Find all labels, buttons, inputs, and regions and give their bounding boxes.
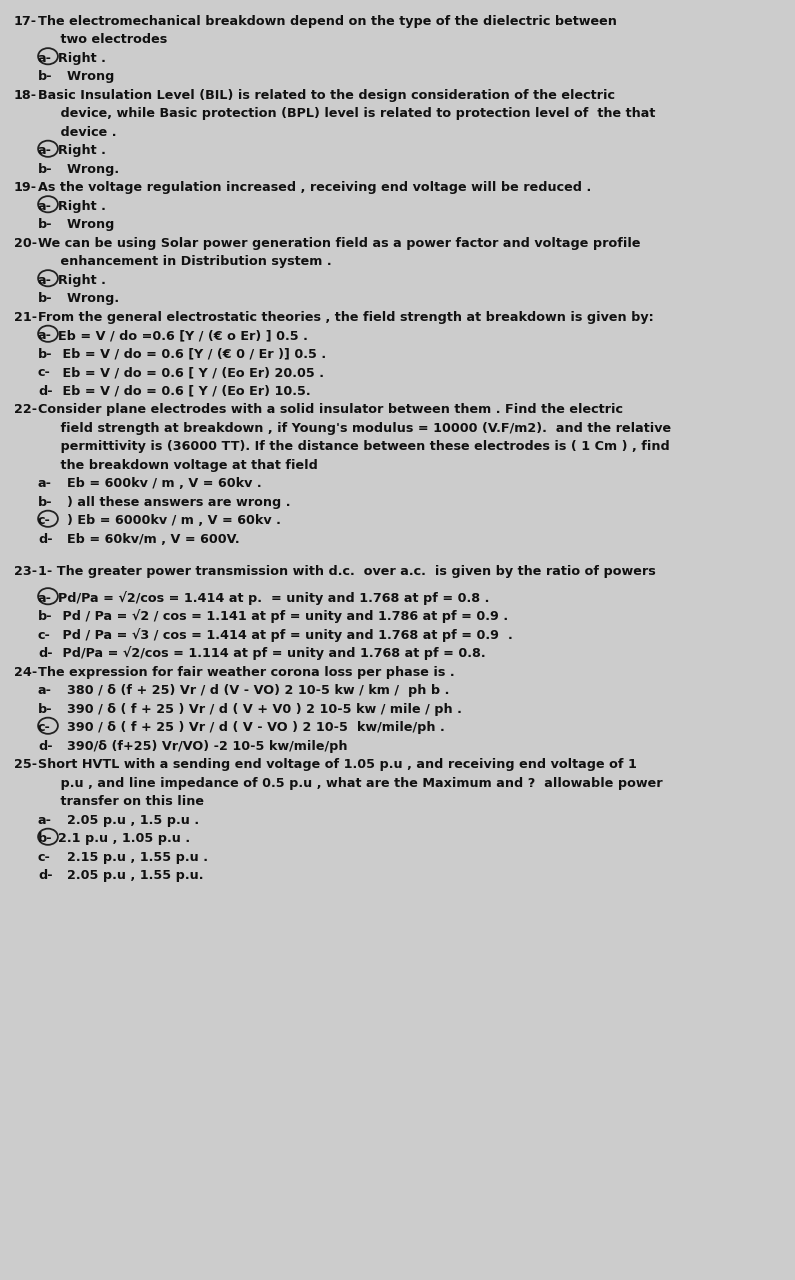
Text: transfer on this line: transfer on this line — [38, 795, 204, 808]
Text: Pd / Pa = √2 / cos = 1.141 at pf = unity and 1.786 at pf = 0.9 .: Pd / Pa = √2 / cos = 1.141 at pf = unity… — [58, 609, 508, 623]
Text: d-: d- — [38, 740, 52, 753]
Text: b-: b- — [38, 348, 52, 361]
Text: enhancement in Distribution system .: enhancement in Distribution system . — [38, 255, 332, 269]
Text: 2.15 p.u , 1.55 p.u .: 2.15 p.u , 1.55 p.u . — [58, 851, 208, 864]
Text: b-: b- — [38, 703, 52, 716]
Text: Wrong: Wrong — [58, 70, 114, 83]
Text: The electromechanical breakdown depend on the type of the dielectric between: The electromechanical breakdown depend o… — [38, 15, 617, 28]
Text: 21-: 21- — [14, 311, 37, 324]
Text: b-: b- — [38, 292, 52, 306]
Text: c-: c- — [38, 722, 51, 735]
Text: Short HVTL with a sending end voltage of 1.05 p.u , and receiving end voltage of: Short HVTL with a sending end voltage of… — [38, 758, 637, 772]
Text: Eb = V / do = 0.6 [ Y / (Eo Er) 20.05 .: Eb = V / do = 0.6 [ Y / (Eo Er) 20.05 . — [58, 366, 324, 379]
Text: 390 / δ ( f + 25 ) Vr / d ( V - VO ) 2 10-5  kw/mile/ph .: 390 / δ ( f + 25 ) Vr / d ( V - VO ) 2 1… — [58, 722, 444, 735]
Text: b-: b- — [38, 832, 52, 845]
Text: Right .: Right . — [58, 51, 106, 65]
Text: a-: a- — [38, 274, 52, 287]
Text: Wrong.: Wrong. — [58, 163, 119, 175]
Text: b-: b- — [38, 611, 52, 623]
Text: Consider plane electrodes with a solid insulator between them . Find the electri: Consider plane electrodes with a solid i… — [38, 403, 623, 416]
Text: Pd / Pa = √3 / cos = 1.414 at pf = unity and 1.768 at pf = 0.9  .: Pd / Pa = √3 / cos = 1.414 at pf = unity… — [58, 628, 513, 641]
Text: Eb = V / do =0.6 [Y / (€ o Er) ] 0.5 .: Eb = V / do =0.6 [Y / (€ o Er) ] 0.5 . — [58, 329, 308, 342]
Text: 2.1 p.u , 1.05 p.u .: 2.1 p.u , 1.05 p.u . — [58, 832, 190, 845]
Text: 2.05 p.u , 1.5 p.u .: 2.05 p.u , 1.5 p.u . — [58, 814, 199, 827]
Text: Eb = V / do = 0.6 [ Y / (Eo Er) 10.5.: Eb = V / do = 0.6 [ Y / (Eo Er) 10.5. — [58, 385, 311, 398]
Text: b-: b- — [38, 70, 52, 83]
Text: As the voltage regulation increased , receiving end voltage will be reduced .: As the voltage regulation increased , re… — [38, 182, 591, 195]
Text: Eb = 600kv / m , V = 60kv .: Eb = 600kv / m , V = 60kv . — [58, 477, 262, 490]
Text: field strength at breakdown , if Young's modulus = 10000 (V.F/m2).  and the rela: field strength at breakdown , if Young's… — [38, 422, 671, 435]
Text: We can be using Solar power generation field as a power factor and voltage profi: We can be using Solar power generation f… — [38, 237, 641, 250]
Text: c-: c- — [38, 628, 51, 641]
Text: 25-: 25- — [14, 758, 37, 772]
Text: two electrodes: two electrodes — [38, 33, 167, 46]
Text: Right .: Right . — [58, 200, 106, 212]
Text: ) all these answers are wrong .: ) all these answers are wrong . — [58, 495, 290, 508]
Text: b-: b- — [38, 495, 52, 508]
Text: 390 / δ ( f + 25 ) Vr / d ( V + V0 ) 2 10-5 kw / mile / ph .: 390 / δ ( f + 25 ) Vr / d ( V + V0 ) 2 1… — [58, 703, 462, 716]
Text: d-: d- — [38, 385, 52, 398]
Text: The expression for fair weather corona loss per phase is .: The expression for fair weather corona l… — [38, 666, 455, 678]
Text: Eb = 60kv/m , V = 600V.: Eb = 60kv/m , V = 600V. — [58, 532, 239, 545]
Text: ) Eb = 6000kv / m , V = 60kv .: ) Eb = 6000kv / m , V = 60kv . — [58, 515, 281, 527]
Text: b-: b- — [38, 219, 52, 232]
Text: device .: device . — [38, 125, 117, 138]
Text: 24-: 24- — [14, 666, 37, 678]
Text: Right .: Right . — [58, 145, 106, 157]
Text: a-: a- — [38, 145, 52, 157]
Text: a-: a- — [38, 329, 52, 342]
Text: d-: d- — [38, 532, 52, 545]
Text: 20-: 20- — [14, 237, 37, 250]
Text: d-: d- — [38, 869, 52, 882]
Text: a-: a- — [38, 51, 52, 65]
Text: 23-: 23- — [14, 566, 37, 579]
Text: a-: a- — [38, 814, 52, 827]
Text: From the general electrostatic theories , the field strength at breakdown is giv: From the general electrostatic theories … — [38, 311, 653, 324]
Text: Pd/Pa = √2/cos = 1.114 at pf = unity and 1.768 at pf = 0.8.: Pd/Pa = √2/cos = 1.114 at pf = unity and… — [58, 646, 486, 660]
Text: c-: c- — [38, 851, 51, 864]
Text: 380 / δ (f + 25) Vr / d (V - VO) 2 10-5 kw / km /  ph b .: 380 / δ (f + 25) Vr / d (V - VO) 2 10-5 … — [58, 685, 449, 698]
Text: device, while Basic protection (BPL) level is related to protection level of  th: device, while Basic protection (BPL) lev… — [38, 108, 655, 120]
Text: 1- The greater power transmission with d.c.  over a.c.  is given by the ratio of: 1- The greater power transmission with d… — [38, 566, 656, 579]
Text: Wrong: Wrong — [58, 219, 114, 232]
Text: c-: c- — [38, 515, 51, 527]
Text: Right .: Right . — [58, 274, 106, 287]
Text: b-: b- — [38, 163, 52, 175]
Text: 19-: 19- — [14, 182, 37, 195]
Text: Eb = V / do = 0.6 [Y / (€ 0 / Er )] 0.5 .: Eb = V / do = 0.6 [Y / (€ 0 / Er )] 0.5 … — [58, 348, 326, 361]
Text: c-: c- — [38, 366, 51, 379]
Text: 22-: 22- — [14, 403, 37, 416]
Text: 18-: 18- — [14, 88, 37, 102]
Text: the breakdown voltage at that field: the breakdown voltage at that field — [38, 458, 318, 472]
Text: p.u , and line impedance of 0.5 p.u , what are the Maximum and ?  allowable powe: p.u , and line impedance of 0.5 p.u , wh… — [38, 777, 662, 790]
Text: permittivity is (36000 TT). If the distance between these electrodes is ( 1 Cm ): permittivity is (36000 TT). If the dista… — [38, 440, 669, 453]
Text: Pd/Pa = √2/cos = 1.414 at p.  = unity and 1.768 at pf = 0.8 .: Pd/Pa = √2/cos = 1.414 at p. = unity and… — [58, 591, 490, 604]
Text: a-: a- — [38, 200, 52, 212]
Text: d-: d- — [38, 648, 52, 660]
Text: a-: a- — [38, 477, 52, 490]
Text: 390/δ (f+25) Vr/VO) -2 10-5 kw/mile/ph: 390/δ (f+25) Vr/VO) -2 10-5 kw/mile/ph — [58, 740, 347, 753]
Text: 2.05 p.u , 1.55 p.u.: 2.05 p.u , 1.55 p.u. — [58, 869, 204, 882]
Text: 17-: 17- — [14, 15, 37, 28]
Text: a-: a- — [38, 685, 52, 698]
Text: a-: a- — [38, 591, 52, 604]
Text: Basic Insulation Level (BIL) is related to the design consideration of the elect: Basic Insulation Level (BIL) is related … — [38, 88, 615, 102]
Text: Wrong.: Wrong. — [58, 292, 119, 306]
